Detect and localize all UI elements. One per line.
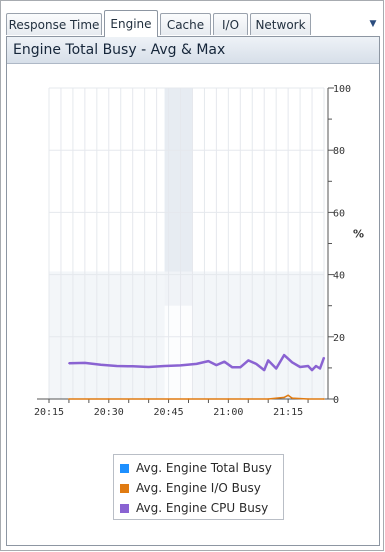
data-point: [195, 363, 198, 365]
data-point: [215, 364, 218, 366]
data-point: [291, 397, 293, 399]
data-point: [115, 365, 118, 367]
panel-title-bar: Engine Total Busy - Avg & Max: [7, 37, 379, 64]
x-tick-label: 20:45: [154, 407, 184, 418]
legend-item-total-busy[interactable]: Avg. Engine Total Busy: [120, 458, 283, 478]
data-point: [299, 366, 301, 368]
data-point: [84, 362, 86, 364]
tab-label: Cache: [166, 17, 205, 32]
data-point: [100, 363, 102, 366]
legend-label: Avg. Engine Total Busy: [136, 461, 272, 475]
data-point: [319, 367, 321, 370]
chart-legend: Avg. Engine Total Busy Avg. Engine I/O B…: [113, 454, 284, 520]
data-point: [163, 365, 166, 367]
legend-item-io-busy[interactable]: Avg. Engine I/O Busy: [120, 478, 283, 498]
data-point: [323, 356, 325, 359]
data-point: [291, 361, 293, 364]
tab-engine[interactable]: Engine: [104, 10, 158, 37]
tab-overflow-button[interactable]: ▼: [366, 16, 380, 32]
data-point: [187, 398, 190, 400]
legend-swatch: [120, 483, 129, 493]
y-axis-label: %: [353, 228, 364, 241]
data-point: [275, 367, 277, 370]
data-point: [147, 398, 150, 400]
tab-bar: Response Time Engine Cache I/O Network ▼: [6, 10, 379, 37]
legend-swatch: [120, 503, 129, 513]
y-tick-label: 100: [333, 84, 351, 95]
x-tick-label: 20:30: [94, 407, 124, 418]
series-line: [68, 394, 324, 400]
tab-network[interactable]: Network: [250, 13, 311, 35]
data-point: [283, 396, 285, 399]
data-point: [267, 398, 270, 400]
data-point: [247, 359, 250, 362]
data-point: [323, 398, 325, 400]
data-point: [307, 365, 309, 367]
y-tick-label: 60: [333, 208, 345, 219]
data-point: [207, 360, 210, 362]
tab-label: I/O: [221, 17, 240, 32]
data-point: [315, 365, 317, 367]
tab-label: Network: [255, 17, 306, 32]
data-point: [227, 398, 230, 400]
legend-item-cpu-busy[interactable]: Avg. Engine CPU Busy: [120, 498, 283, 518]
legend-swatch: [120, 463, 129, 473]
data-point: [287, 394, 289, 397]
data-point: [267, 359, 270, 362]
x-tick-label: 21:15: [273, 407, 303, 418]
data-point: [147, 366, 150, 368]
data-point: [239, 366, 242, 369]
tab-response-time[interactable]: Response Time: [6, 13, 102, 35]
panel-title: Engine Total Busy - Avg & Max: [13, 42, 226, 58]
tab-label: Engine: [110, 17, 152, 31]
data-point: [107, 398, 110, 400]
legend-label: Avg. Engine I/O Busy: [136, 481, 261, 495]
data-point: [283, 354, 285, 356]
data-point: [68, 362, 70, 365]
data-point: [247, 398, 250, 400]
y-tick-label: 20: [333, 333, 345, 344]
data-point: [131, 365, 134, 368]
x-tick-label: 21:00: [213, 407, 243, 418]
tab-io[interactable]: I/O: [213, 13, 248, 35]
data-point: [263, 369, 266, 371]
legend-label: Avg. Engine CPU Busy: [136, 501, 269, 515]
y-tick-label: 0: [333, 395, 339, 406]
data-point: [231, 366, 234, 369]
dropdown-arrow-icon: ▼: [369, 19, 377, 29]
x-tick-label: 20:15: [34, 407, 64, 418]
y-tick-label: 80: [333, 146, 345, 157]
tab-label: Response Time: [8, 17, 100, 32]
data-point: [311, 369, 313, 371]
data-point: [179, 364, 182, 367]
data-point: [307, 398, 309, 400]
tab-cache[interactable]: Cache: [160, 13, 211, 35]
data-point: [255, 363, 258, 365]
data-point: [223, 360, 226, 363]
shaded-region-window: [164, 305, 193, 399]
y-tick-label: 40: [333, 271, 345, 282]
data-point: [68, 398, 70, 400]
